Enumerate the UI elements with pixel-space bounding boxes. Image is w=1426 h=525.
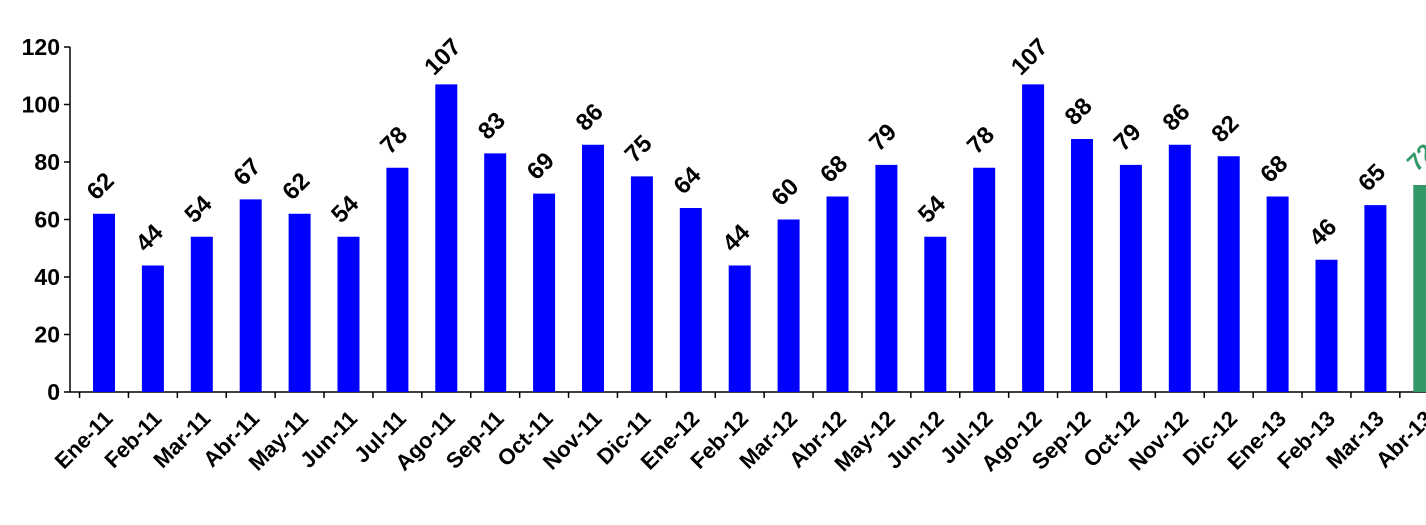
data-label: 68 <box>815 150 853 188</box>
data-label: 75 <box>620 130 658 168</box>
bar <box>582 144 604 392</box>
bar <box>484 153 507 392</box>
y-axis-ticks: 0 20 40 60 80 100 120 <box>22 34 70 405</box>
data-label: 79 <box>864 119 902 157</box>
data-label: 44 <box>717 219 755 257</box>
data-label: 54 <box>913 190 951 228</box>
bar <box>826 196 849 392</box>
data-label: 68 <box>1255 150 1293 188</box>
data-label: 88 <box>1060 93 1098 131</box>
bar <box>679 208 702 392</box>
bar <box>1266 196 1289 392</box>
bar <box>1217 156 1240 392</box>
data-label: 86 <box>571 98 609 136</box>
bar <box>1168 144 1191 392</box>
data-label: 65 <box>1353 159 1391 197</box>
data-label: 46 <box>1304 213 1342 251</box>
bar <box>630 176 653 392</box>
data-label: 54 <box>326 190 364 228</box>
bar <box>239 199 262 392</box>
y-tick-label: 60 <box>34 207 60 233</box>
bar <box>973 167 996 392</box>
data-label: 79 <box>1109 119 1147 157</box>
y-tick-label: 20 <box>34 322 60 348</box>
data-label: 69 <box>522 147 560 185</box>
data-label: 54 <box>180 190 218 228</box>
bar <box>337 236 360 392</box>
bar <box>1071 139 1093 392</box>
bar <box>777 219 800 392</box>
bar <box>1022 84 1045 392</box>
y-tick-label: 120 <box>22 34 60 60</box>
bar <box>141 265 164 392</box>
data-label: 44 <box>131 219 169 257</box>
y-tick-label: 100 <box>22 92 60 118</box>
bar <box>1315 259 1338 392</box>
data-label: 60 <box>766 173 804 211</box>
bar <box>1364 205 1387 392</box>
bar <box>386 167 409 392</box>
bar <box>435 84 458 392</box>
bar <box>533 193 556 392</box>
x-axis-ticks: Ene-11Feb-11Mar-11Abr-11May-11Jun-11Jul-… <box>50 392 1426 476</box>
data-label: 107 <box>1006 33 1053 80</box>
data-label: 82 <box>1206 110 1244 148</box>
data-label: 62 <box>277 167 315 205</box>
data-label: 78 <box>375 121 413 159</box>
bar <box>1413 185 1426 392</box>
bar <box>1119 164 1142 392</box>
data-label: 67 <box>228 153 266 191</box>
data-label: 86 <box>1158 98 1196 136</box>
chart-bars <box>93 84 1426 392</box>
bar <box>728 265 751 392</box>
bar <box>875 164 898 392</box>
data-label: 62 <box>82 167 120 205</box>
bar <box>93 213 115 392</box>
y-tick-label: 0 <box>47 379 60 405</box>
data-label: 72 <box>1402 139 1426 177</box>
bar <box>924 236 947 392</box>
y-tick-label: 40 <box>34 264 60 290</box>
data-label: 78 <box>962 121 1000 159</box>
data-label: 107 <box>419 33 466 80</box>
data-label: 64 <box>669 161 707 199</box>
bar <box>288 213 311 392</box>
data-label: 83 <box>473 107 511 145</box>
y-tick-label: 80 <box>34 149 60 175</box>
bar <box>190 236 213 392</box>
